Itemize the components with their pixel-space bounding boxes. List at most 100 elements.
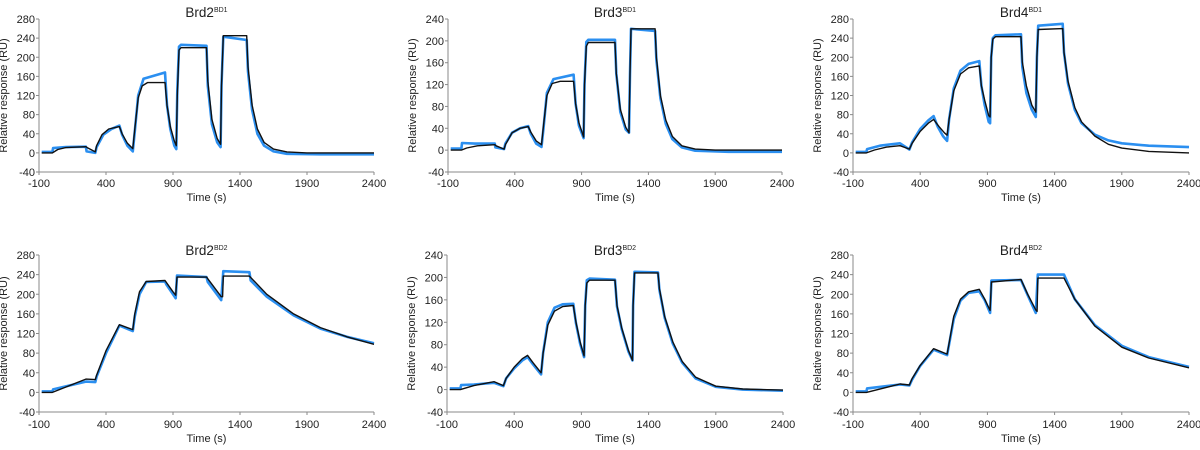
y-tick-label: 160: [425, 295, 443, 307]
y-axis-title: Relative response (RU): [812, 276, 824, 390]
x-tick-label: -100: [436, 419, 458, 431]
fit-series-line: [449, 272, 784, 391]
fit-series-line: [41, 35, 374, 154]
fit-series-line: [855, 27, 1190, 154]
y-tick-label: 240: [831, 33, 849, 45]
x-axis-title: Time (s): [187, 192, 227, 204]
y-tick-label: -40: [833, 407, 849, 419]
chart-title: Brd4BD1: [1000, 5, 1042, 20]
y-tick-label: 280: [831, 250, 849, 262]
measured-series-line: [41, 269, 375, 393]
x-tick-label: 1900: [295, 419, 319, 431]
x-tick-label: 2400: [1177, 178, 1200, 190]
x-tick-label: 1400: [228, 178, 252, 190]
chart-title-superscript: BD1: [1028, 7, 1042, 14]
x-tick-label: 400: [97, 178, 115, 190]
chart-panel: -40 0 40 80 120 160 200 240 -100 400 900 1400 1900 24…: [407, 5, 794, 204]
y-tick-label: 200: [425, 272, 443, 284]
x-tick-label: 900: [572, 178, 590, 190]
y-tick-label: 200: [831, 289, 849, 301]
x-tick-label: 900: [164, 178, 182, 190]
y-tick-label: 240: [426, 14, 444, 26]
y-tick-label: 80: [23, 110, 35, 122]
x-axis-title: Time (s): [1001, 433, 1041, 445]
y-tick-label: 0: [843, 387, 849, 399]
x-tick-label: 2400: [362, 178, 386, 190]
fit-series-line: [855, 277, 1190, 394]
chart-title-superscript: BD1: [622, 7, 636, 14]
y-tick-label: -40: [427, 407, 443, 419]
y-tick-label: 160: [831, 71, 849, 83]
y-tick-label: 200: [426, 36, 444, 48]
y-tick-label: 40: [23, 368, 35, 380]
x-tick-label: 1900: [1110, 419, 1134, 431]
y-tick-label: 40: [23, 129, 35, 141]
x-tick-label: 900: [978, 178, 996, 190]
x-tick-label: 900: [572, 419, 590, 431]
x-axis-title: Time (s): [595, 192, 635, 204]
x-tick-label: 1400: [1042, 419, 1066, 431]
chart-panel: -40 0 40 80 120 160 200 240 280 -100 400 900 1400 190…: [812, 5, 1200, 204]
y-tick-label: 0: [29, 387, 35, 399]
x-tick-label: -100: [28, 419, 50, 431]
x-tick-label: 400: [97, 419, 115, 431]
y-axis-title: Relative response (RU): [812, 38, 824, 152]
y-tick-label: 240: [425, 250, 443, 262]
x-tick-label: -100: [842, 178, 864, 190]
x-tick-label: 900: [164, 419, 182, 431]
chart-title-main: Brd3: [594, 243, 623, 258]
y-tick-label: 280: [17, 250, 35, 262]
measured-series-line: [41, 35, 374, 156]
y-tick-label: 40: [431, 362, 443, 374]
y-axis-title: Relative response (RU): [406, 276, 418, 390]
chart-title: Brd3BD1: [594, 5, 636, 20]
y-tick-label: 200: [17, 289, 35, 301]
x-tick-label: 400: [911, 178, 929, 190]
fit-series-line: [41, 275, 375, 394]
chart-title-main: Brd2: [185, 5, 214, 20]
chart-title-main: Brd2: [185, 243, 214, 258]
y-tick-label: 80: [23, 348, 35, 360]
y-tick-label: 80: [837, 110, 849, 122]
y-tick-label: 40: [837, 129, 849, 141]
chart-title-superscript: BD2: [622, 245, 636, 252]
measured-series-line: [450, 27, 782, 154]
chart-title: Brd4BD2: [1000, 243, 1042, 258]
x-tick-label: 1900: [1110, 178, 1134, 190]
chart-title-main: Brd3: [594, 5, 623, 20]
y-tick-label: -40: [833, 167, 849, 179]
x-tick-label: 900: [978, 419, 996, 431]
x-tick-label: 1400: [636, 178, 660, 190]
y-tick-label: -40: [428, 167, 444, 179]
y-tick-label: 80: [432, 101, 444, 113]
y-tick-label: 200: [831, 52, 849, 64]
x-tick-label: 400: [506, 178, 524, 190]
x-axis-title: Time (s): [1001, 192, 1041, 204]
y-tick-label: -40: [19, 167, 35, 179]
y-tick-label: 40: [432, 123, 444, 135]
chart-title-main: Brd4: [1000, 5, 1029, 20]
y-tick-label: 80: [431, 340, 443, 352]
x-tick-label: 2400: [362, 419, 386, 431]
x-tick-label: 1400: [636, 419, 660, 431]
x-tick-label: 1400: [1042, 178, 1066, 190]
y-tick-label: 240: [17, 270, 35, 282]
chart-title-main: Brd4: [1000, 243, 1029, 258]
y-tick-label: 0: [438, 145, 444, 157]
chart-title: Brd3BD2: [594, 243, 636, 258]
y-tick-label: -40: [19, 407, 35, 419]
y-tick-label: 160: [17, 309, 35, 321]
chart-title-superscript: BD2: [214, 245, 228, 252]
x-axis-title: Time (s): [595, 433, 635, 445]
y-tick-label: 40: [837, 368, 849, 380]
chart-panel: -40 0 40 80 120 160 200 240 280 -100 400 900 1400 190…: [0, 5, 386, 204]
chart-panel: -40 0 40 80 120 160 200 240 280 -100 400 900 1400 190…: [812, 243, 1200, 445]
x-tick-label: 1900: [295, 178, 319, 190]
y-tick-label: 240: [17, 33, 35, 45]
chart-panel: -40 0 40 80 120 160 200 240 280 -100 400 900 1400 190…: [0, 243, 386, 445]
x-tick-label: -100: [28, 178, 50, 190]
chart-panel: -40 0 40 80 120 160 200 240 -100 400 900 1400 1900 24…: [406, 243, 795, 445]
x-tick-label: 2400: [771, 419, 795, 431]
measured-series-line: [855, 273, 1190, 393]
